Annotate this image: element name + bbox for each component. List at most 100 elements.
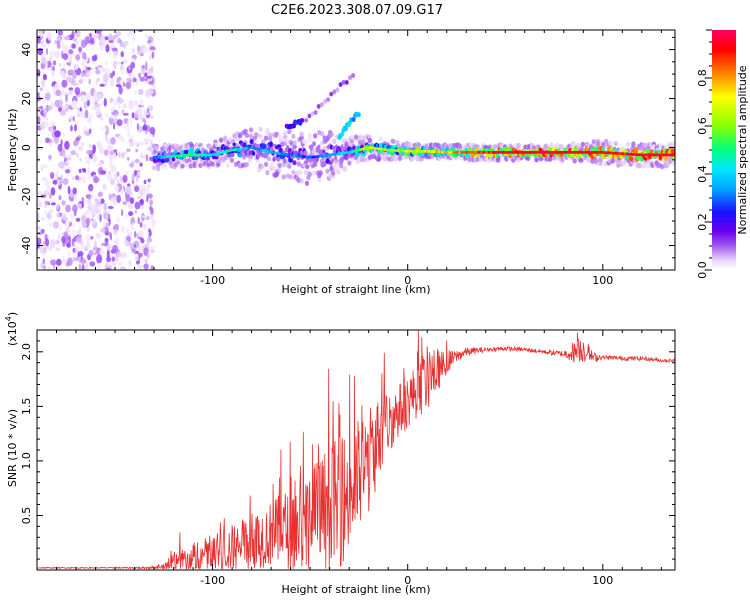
- ridge-halo: [613, 141, 618, 147]
- ridge-halo: [258, 126, 263, 132]
- noise-blob: [131, 112, 135, 119]
- noise-blob: [85, 217, 91, 225]
- noise-blob: [71, 43, 76, 49]
- noise-blob: [53, 221, 59, 229]
- noise-blob: [100, 45, 104, 51]
- noise-blob: [58, 195, 62, 201]
- noise-blob: [111, 47, 118, 52]
- noise-blob: [149, 126, 156, 135]
- ridge-core: [276, 144, 282, 148]
- noise-blob: [69, 114, 73, 122]
- noise-blob: [78, 79, 84, 84]
- colorbar-tick-label: 0.2: [696, 213, 709, 231]
- ridge-core: [308, 144, 314, 150]
- noise-blob: [43, 265, 46, 270]
- noise-blob: [121, 137, 125, 144]
- ridge-core: [303, 150, 308, 156]
- noise-blob: [74, 65, 79, 70]
- noise-blob: [110, 115, 114, 120]
- noise-blob: [88, 183, 94, 192]
- noise-blob: [72, 204, 78, 213]
- ridge-core: [317, 144, 321, 149]
- ridge-core: [656, 149, 661, 155]
- noise-blob: [83, 101, 88, 109]
- ridge-halo: [298, 169, 303, 175]
- noise-blob: [81, 60, 86, 68]
- noise-blob: [90, 236, 94, 240]
- ridge-core: [389, 150, 395, 157]
- noise-blob: [49, 193, 52, 199]
- noise-blob: [104, 237, 109, 243]
- noise-blob: [57, 233, 61, 240]
- ridge-halo: [244, 162, 250, 168]
- noise-blob: [100, 170, 107, 175]
- ridge-core: [323, 161, 327, 167]
- noise-blob: [73, 124, 78, 132]
- noise-blob: [109, 98, 114, 103]
- noise-blob: [55, 89, 62, 97]
- noise-blob: [52, 85, 56, 93]
- noise-blob: [113, 34, 118, 39]
- noise-blob: [45, 88, 51, 94]
- noise-blob: [40, 30, 43, 37]
- noise-blob: [80, 94, 86, 103]
- ridge-halo: [367, 137, 373, 144]
- noise-blob: [44, 92, 51, 101]
- ridge-halo: [643, 163, 648, 169]
- noise-blob: [144, 33, 149, 39]
- noise-blob: [122, 112, 129, 116]
- noise-blob: [121, 209, 124, 217]
- noise-blob: [115, 113, 118, 118]
- noise-blob: [109, 50, 112, 55]
- noise-blob: [146, 252, 150, 259]
- noise-blob: [99, 213, 102, 223]
- noise-blob: [92, 98, 96, 106]
- noise-blob: [122, 82, 126, 87]
- ridge-halo: [347, 160, 352, 166]
- noise-blob: [127, 126, 130, 136]
- ridge-core: [171, 157, 176, 162]
- noise-blob: [105, 44, 110, 53]
- noise-blob: [72, 247, 76, 253]
- noise-blob: [144, 80, 150, 85]
- ridge-halo: [580, 141, 586, 147]
- noise-blob: [132, 77, 137, 83]
- noise-blob: [92, 153, 96, 162]
- noise-blob: [75, 217, 81, 222]
- noise-blob: [141, 46, 148, 54]
- noise-blob: [118, 261, 123, 267]
- noise-blob: [95, 106, 102, 116]
- ridge-halo: [259, 164, 265, 170]
- noise-blob: [139, 162, 143, 167]
- noise-blob: [119, 175, 123, 183]
- ridge-core: [189, 147, 194, 154]
- noise-blob: [66, 76, 72, 83]
- ridge-halo: [222, 135, 228, 141]
- noise-blob: [79, 158, 82, 162]
- noise-blob: [42, 73, 48, 81]
- noise-blob: [75, 246, 80, 251]
- noise-blob: [122, 174, 128, 183]
- noise-blob: [37, 116, 41, 124]
- noise-blob: [130, 72, 135, 80]
- noise-blob: [99, 248, 105, 256]
- noise-blob: [106, 243, 113, 250]
- noise-blob: [142, 223, 147, 230]
- noise-blob: [140, 238, 145, 244]
- ridge-core: [608, 154, 613, 159]
- noise-blob: [86, 233, 91, 243]
- ridge-peak: [672, 153, 675, 157]
- noise-blob: [46, 245, 53, 251]
- ridge-halo: [175, 143, 180, 150]
- noise-blob: [56, 170, 59, 177]
- ridge-core: [292, 160, 297, 166]
- noise-blob: [121, 68, 125, 76]
- noise-blob: [105, 132, 108, 142]
- noise-blob: [40, 262, 44, 269]
- noise-blob: [132, 47, 135, 54]
- ridge-halo: [332, 138, 337, 144]
- noise-blob: [149, 245, 154, 254]
- noise-blob: [62, 75, 67, 79]
- noise-blob: [144, 72, 148, 77]
- noise-blob: [37, 92, 40, 97]
